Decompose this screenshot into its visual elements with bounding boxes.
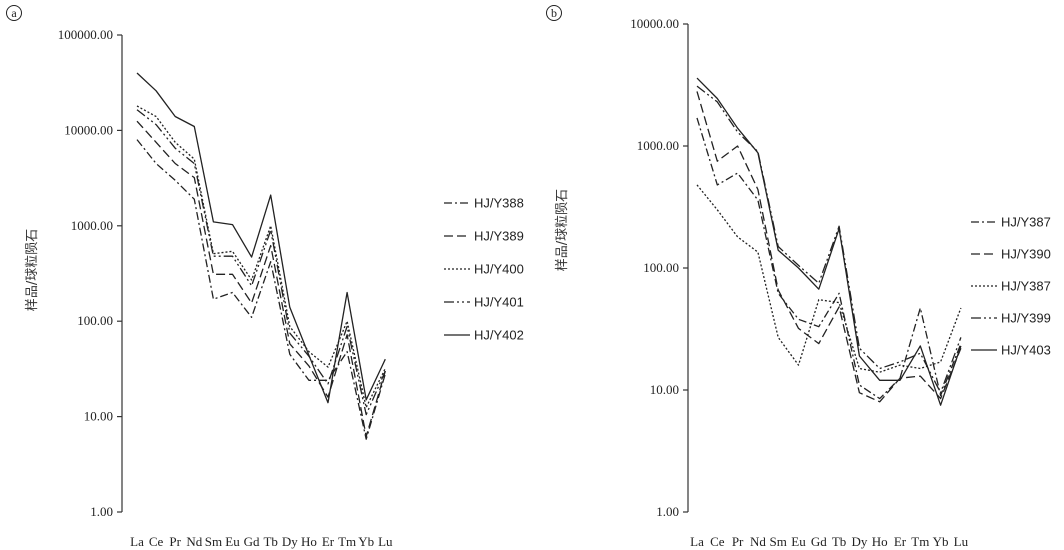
series-line-hj-y390 bbox=[696, 91, 962, 403]
y-tick-label: 100.00 bbox=[643, 260, 679, 275]
series-line-hj-y387 bbox=[696, 184, 962, 373]
x-tick-label: Yb bbox=[933, 534, 949, 549]
x-tick-label: Eu bbox=[791, 534, 806, 549]
legend-label: HJ/Y390 bbox=[1001, 247, 1051, 262]
legend-label: HJ/Y399 bbox=[1001, 311, 1051, 326]
x-tick-label: Tm bbox=[338, 534, 356, 549]
y-tick-label: 1.00 bbox=[656, 504, 679, 519]
series-line-hj-y399 bbox=[696, 85, 962, 394]
x-tick-label: Tm bbox=[911, 534, 929, 549]
legend-label: HJ/Y389 bbox=[474, 229, 524, 244]
y-tick-label: 1000.00 bbox=[71, 218, 113, 233]
x-tick-label: Gd bbox=[244, 534, 260, 549]
x-tick-label: Ce bbox=[710, 534, 725, 549]
series-line-hj-y402 bbox=[136, 72, 386, 404]
x-tick-label: Pr bbox=[169, 534, 181, 549]
y-tick-label: 10000.00 bbox=[64, 122, 113, 137]
x-tick-label: Sm bbox=[770, 534, 787, 549]
y-tick-label: 10.00 bbox=[84, 409, 113, 424]
panel-letter-circle bbox=[6, 5, 22, 21]
y-tick-label: 1.00 bbox=[90, 504, 113, 519]
x-tick-label: La bbox=[130, 534, 144, 549]
panel-letter-circle bbox=[546, 5, 562, 21]
legend-label: HJ/Y387 bbox=[1001, 215, 1051, 230]
series-line-hj-y403 bbox=[696, 77, 962, 406]
panel-letter: a bbox=[11, 6, 17, 20]
x-tick-label: Nd bbox=[750, 534, 766, 549]
legend-label: HJ/Y401 bbox=[474, 295, 524, 310]
y-tick-label: 10.00 bbox=[650, 382, 679, 397]
series-line-hj-y401 bbox=[136, 109, 386, 416]
y-tick-label: 100.00 bbox=[77, 313, 113, 328]
x-tick-label: Pr bbox=[732, 534, 744, 549]
x-tick-label: Sm bbox=[205, 534, 222, 549]
legend-label: HJ/Y403 bbox=[1001, 343, 1051, 358]
y-axis-label: 样品/球粒陨石 bbox=[25, 229, 40, 311]
x-tick-label: Ho bbox=[872, 534, 888, 549]
legend-label: HJ/Y388 bbox=[474, 196, 524, 211]
series-line-hj-y389 bbox=[136, 120, 386, 438]
x-tick-label: Er bbox=[894, 534, 907, 549]
x-tick-label: Eu bbox=[225, 534, 240, 549]
x-tick-label: Dy bbox=[282, 534, 298, 549]
y-tick-label: 10000.00 bbox=[630, 16, 679, 31]
chart-panel-a: a 1.00 10.00 100.00 1000.00 10000.00 100000.00… bbox=[6, 5, 524, 549]
x-tick-label: Yb bbox=[358, 534, 374, 549]
x-tick-label: Nd bbox=[186, 534, 202, 549]
x-tick-label: Lu bbox=[378, 534, 393, 549]
x-tick-label: Tb bbox=[263, 534, 277, 549]
legend-label: HJ/Y387 bbox=[1001, 279, 1051, 294]
x-tick-label: Ce bbox=[149, 534, 164, 549]
x-tick-label: Lu bbox=[954, 534, 969, 549]
x-tick-label: Tb bbox=[832, 534, 846, 549]
x-tick-label: Ho bbox=[301, 534, 317, 549]
series-line-hj-y387 bbox=[696, 117, 962, 400]
legend-label: HJ/Y402 bbox=[474, 328, 524, 343]
series-line-hj-y388 bbox=[136, 139, 386, 440]
x-tick-label: Er bbox=[322, 534, 335, 549]
chart-panel-b: b 1.00 10.00 100.00 1000.00 10000.00 样品/球粒陨石 La… bbox=[546, 5, 1051, 549]
panel-letter: b bbox=[551, 6, 557, 20]
x-tick-label: Gd bbox=[811, 534, 827, 549]
x-tick-label: La bbox=[690, 534, 704, 549]
y-tick-label: 1000.00 bbox=[637, 138, 679, 153]
y-axis-label: 样品/球粒陨石 bbox=[555, 189, 570, 271]
legend-label: HJ/Y400 bbox=[474, 262, 524, 277]
y-tick-label: 100000.00 bbox=[58, 27, 113, 42]
x-tick-label: Dy bbox=[851, 534, 867, 549]
